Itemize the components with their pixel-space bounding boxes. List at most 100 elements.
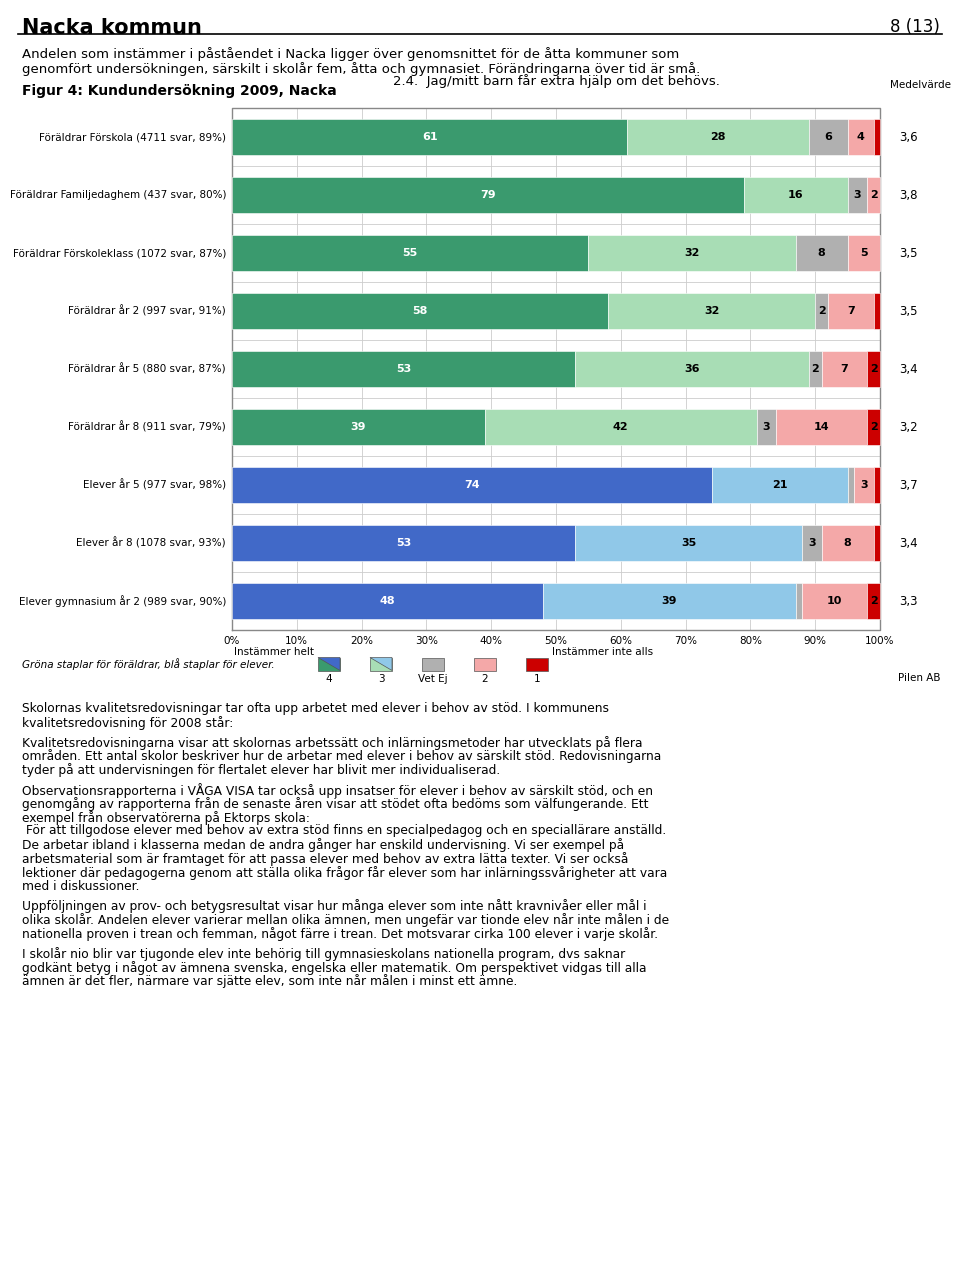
FancyBboxPatch shape [232, 410, 485, 445]
Text: Kvalitetsredovisningarna visar att skolornas arbetssätt och inlärningsmetoder ha: Kvalitetsredovisningarna visar att skolo… [22, 736, 642, 750]
Text: lektioner där pedagogerna genom att ställa olika frågor får elever som har inlär: lektioner där pedagogerna genom att stäl… [22, 865, 667, 879]
FancyBboxPatch shape [232, 293, 608, 329]
Text: 4: 4 [856, 132, 865, 142]
Bar [422, 658, 444, 671]
Text: arbetsmaterial som är framtaget för att passa elever med behov av extra lätta te: arbetsmaterial som är framtaget för att … [22, 852, 629, 867]
Text: ämnen är det fler, närmare var sjätte elev, som inte når målen i minst ett ämne.: ämnen är det fler, närmare var sjätte el… [22, 974, 517, 988]
Text: 60%: 60% [610, 636, 633, 646]
Text: 3,6: 3,6 [899, 131, 918, 143]
Text: 16: 16 [788, 189, 804, 200]
Text: Skolornas kvalitetsredovisningar tar ofta upp arbetet med elever i behov av stöd: Skolornas kvalitetsredovisningar tar oft… [22, 701, 609, 716]
Text: Elever gymnasium år 2 (989 svar, 90%): Elever gymnasium år 2 (989 svar, 90%) [18, 595, 226, 607]
Text: De arbetar ibland i klasserna medan de andra gånger har enskild undervisning. Vi: De arbetar ibland i klasserna medan de a… [22, 838, 624, 852]
Text: 20%: 20% [350, 636, 373, 646]
FancyBboxPatch shape [232, 467, 711, 503]
FancyBboxPatch shape [232, 582, 543, 620]
Text: 3,7: 3,7 [899, 479, 918, 492]
Text: 2: 2 [870, 596, 877, 605]
Text: 55: 55 [402, 248, 418, 259]
Text: 2: 2 [811, 364, 819, 374]
Text: Observationsrapporterna i VÅGA VISA tar också upp insatser för elever i behov av: Observationsrapporterna i VÅGA VISA tar … [22, 783, 653, 797]
Text: Föräldrar år 2 (997 svar, 91%): Föräldrar år 2 (997 svar, 91%) [68, 306, 226, 316]
Text: 3,5: 3,5 [899, 305, 917, 317]
Text: 3,2: 3,2 [899, 421, 918, 434]
Text: 5: 5 [860, 248, 868, 259]
FancyBboxPatch shape [828, 293, 874, 329]
FancyBboxPatch shape [874, 119, 880, 155]
Text: olika skolår. Andelen elever varierar mellan olika ämnen, men ungefär var tionde: olika skolår. Andelen elever varierar me… [22, 913, 669, 927]
FancyBboxPatch shape [822, 525, 874, 561]
Text: 28: 28 [710, 132, 726, 142]
FancyBboxPatch shape [575, 525, 803, 561]
Text: 10%: 10% [285, 636, 308, 646]
Text: Föräldrar Familjedaghem (437 svar, 80%): Föräldrar Familjedaghem (437 svar, 80%) [10, 189, 226, 200]
Text: 3,8: 3,8 [899, 188, 917, 201]
Text: 21: 21 [772, 480, 787, 490]
Text: Nacka kommun: Nacka kommun [22, 18, 202, 38]
Text: 74: 74 [464, 480, 480, 490]
Text: 3,4: 3,4 [899, 362, 918, 375]
FancyBboxPatch shape [848, 119, 874, 155]
FancyBboxPatch shape [232, 236, 588, 271]
Text: 10: 10 [827, 596, 842, 605]
FancyBboxPatch shape [232, 525, 575, 561]
Polygon shape [318, 658, 340, 671]
Text: 3: 3 [763, 422, 771, 431]
FancyBboxPatch shape [608, 293, 815, 329]
FancyBboxPatch shape [232, 177, 744, 212]
FancyBboxPatch shape [777, 410, 867, 445]
Text: 32: 32 [704, 306, 719, 316]
Text: 3,4: 3,4 [899, 536, 918, 549]
Text: tyder på att undervisningen för flertalet elever har blivit mer individualiserad: tyder på att undervisningen för flertale… [22, 763, 500, 777]
Text: 53: 53 [396, 364, 411, 374]
Bar [370, 658, 392, 671]
Text: Gröna staplar för föräldrar, blå staplar för elever.: Gröna staplar för föräldrar, blå staplar… [22, 658, 275, 669]
FancyBboxPatch shape [874, 467, 880, 503]
Text: Instämmer inte alls: Instämmer inte alls [552, 646, 653, 657]
Text: 80%: 80% [739, 636, 762, 646]
Text: Vet Ej: Vet Ej [419, 673, 447, 684]
Text: 36: 36 [684, 364, 700, 374]
Bar [526, 658, 548, 671]
FancyBboxPatch shape [854, 467, 874, 503]
Text: 4: 4 [325, 673, 332, 684]
Text: Föräldrar år 5 (880 svar, 87%): Föräldrar år 5 (880 svar, 87%) [68, 364, 226, 375]
Text: Föräldrar Förskoleklass (1072 svar, 87%): Föräldrar Förskoleklass (1072 svar, 87%) [12, 248, 226, 259]
Text: 8: 8 [818, 248, 826, 259]
Text: Instämmer helt: Instämmer helt [234, 646, 314, 657]
Text: kvalitetsredovisning för 2008 står:: kvalitetsredovisning för 2008 står: [22, 716, 233, 730]
Text: 3: 3 [853, 189, 861, 200]
Text: 3,3: 3,3 [899, 594, 917, 608]
Text: Elever år 5 (977 svar, 98%): Elever år 5 (977 svar, 98%) [83, 479, 226, 490]
Text: 58: 58 [412, 306, 427, 316]
Text: 40%: 40% [480, 636, 503, 646]
Text: Föräldrar år 8 (911 svar, 79%): Föräldrar år 8 (911 svar, 79%) [68, 421, 226, 433]
Text: 3,5: 3,5 [899, 247, 917, 260]
Text: Föräldrar Förskola (4711 svar, 89%): Föräldrar Förskola (4711 svar, 89%) [39, 132, 226, 142]
Text: 7: 7 [847, 306, 854, 316]
Text: 61: 61 [421, 132, 438, 142]
FancyBboxPatch shape [867, 410, 880, 445]
Text: 2: 2 [818, 306, 826, 316]
FancyBboxPatch shape [803, 525, 822, 561]
FancyBboxPatch shape [588, 236, 796, 271]
FancyBboxPatch shape [711, 467, 848, 503]
Text: 2: 2 [870, 422, 877, 431]
Text: med i diskussioner.: med i diskussioner. [22, 879, 139, 892]
FancyBboxPatch shape [874, 525, 880, 561]
Text: 100%: 100% [865, 636, 895, 646]
FancyBboxPatch shape [543, 582, 796, 620]
FancyBboxPatch shape [232, 351, 575, 387]
Text: 3: 3 [377, 673, 384, 684]
FancyBboxPatch shape [808, 119, 848, 155]
Text: Andelen som instämmer i påståendet i Nacka ligger över genomsnittet för de åtta : Andelen som instämmer i påståendet i Nac… [22, 47, 680, 61]
FancyBboxPatch shape [848, 236, 880, 271]
Text: 50%: 50% [544, 636, 567, 646]
Text: 2.4.  Jag/mitt barn får extra hjälp om det behövs.: 2.4. Jag/mitt barn får extra hjälp om de… [393, 74, 719, 88]
FancyBboxPatch shape [848, 177, 867, 212]
FancyBboxPatch shape [815, 293, 828, 329]
Text: 2: 2 [870, 364, 877, 374]
Text: 48: 48 [380, 596, 396, 605]
FancyBboxPatch shape [867, 177, 880, 212]
Text: 42: 42 [613, 422, 629, 431]
